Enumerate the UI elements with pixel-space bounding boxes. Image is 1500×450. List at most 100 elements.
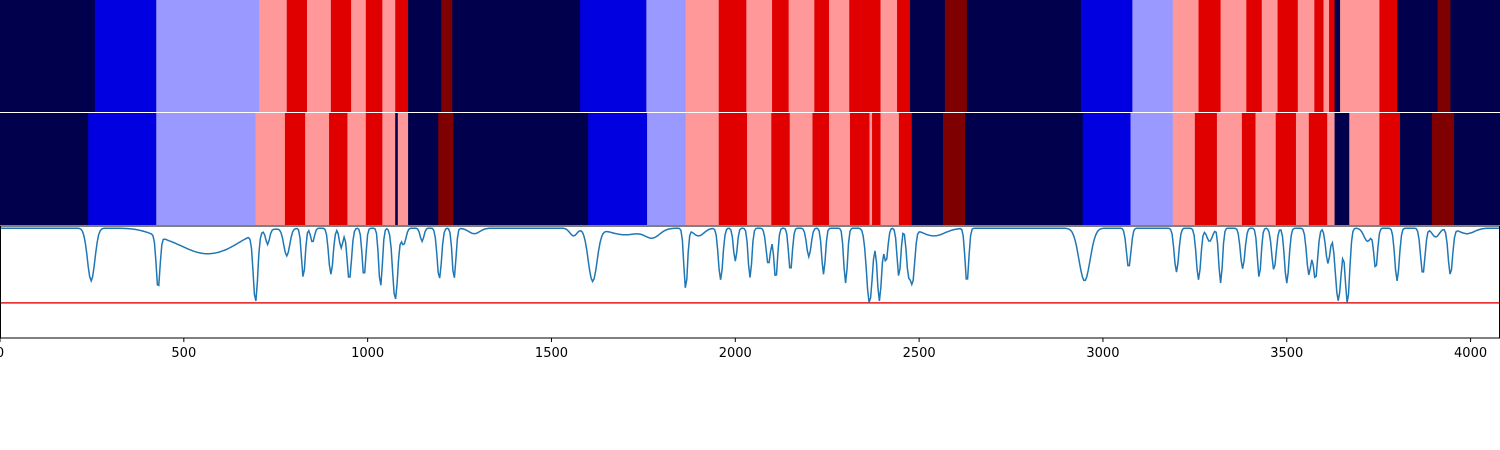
heatmap-cell bbox=[685, 0, 720, 112]
heatmap-cell bbox=[408, 113, 439, 225]
heatmap-cell bbox=[944, 0, 968, 112]
heatmap-cell bbox=[685, 113, 720, 225]
heatmap-cell bbox=[829, 0, 850, 112]
heatmap-cell bbox=[1323, 0, 1330, 112]
heatmap-cell bbox=[1246, 0, 1263, 112]
x-tick-label: 2000 bbox=[719, 346, 752, 361]
heatmap-cell bbox=[306, 0, 332, 112]
heatmap-cell bbox=[1261, 0, 1278, 112]
heatmap-cell bbox=[789, 113, 813, 225]
heatmap-cell bbox=[869, 113, 873, 225]
heatmap-tracks bbox=[0, 0, 1500, 225]
heatmap-cell bbox=[1454, 113, 1500, 225]
heatmap-cell bbox=[0, 0, 96, 112]
heatmap-cell bbox=[849, 0, 881, 112]
heatmap-cell bbox=[1172, 113, 1196, 225]
heatmap-cell bbox=[772, 0, 790, 112]
heatmap-cell bbox=[580, 0, 647, 112]
heatmap-cell bbox=[284, 113, 306, 225]
heatmap-cell bbox=[746, 0, 773, 112]
x-tick-label: 1500 bbox=[535, 346, 568, 361]
heatmap-cell bbox=[812, 113, 830, 225]
heatmap-cell bbox=[453, 113, 589, 225]
heatmap-cell bbox=[1314, 0, 1324, 112]
line-panel bbox=[0, 225, 1500, 339]
heatmap-cell bbox=[1172, 0, 1199, 112]
heatmap-cell bbox=[351, 0, 367, 112]
heatmap-cell bbox=[395, 113, 399, 225]
heatmap-cell bbox=[329, 113, 348, 225]
heatmap-cell bbox=[966, 0, 1082, 112]
heatmap-cell bbox=[1379, 0, 1398, 112]
heatmap-cell bbox=[1297, 0, 1315, 112]
series-line bbox=[0, 227, 1500, 303]
heatmap-cell bbox=[897, 0, 911, 112]
heatmap-cell bbox=[156, 113, 256, 225]
x-tick-label: 4000 bbox=[1454, 346, 1487, 361]
heatmap-cell bbox=[382, 113, 396, 225]
heatmap-cell bbox=[965, 113, 1084, 225]
heatmap-cell bbox=[1255, 113, 1277, 225]
heatmap-cell bbox=[347, 113, 367, 225]
heatmap-cell bbox=[850, 113, 870, 225]
heatmap-cell bbox=[788, 0, 815, 112]
heatmap-cell bbox=[452, 0, 581, 112]
heatmap-cell bbox=[1308, 113, 1328, 225]
heatmap-cell bbox=[88, 113, 157, 225]
heatmap-cell bbox=[156, 0, 260, 112]
heatmap-cell bbox=[898, 113, 913, 225]
heatmap-cell bbox=[911, 113, 944, 225]
heatmap-cell bbox=[1349, 113, 1380, 225]
heatmap-cell bbox=[718, 0, 747, 112]
heatmap-cell bbox=[771, 113, 791, 225]
heatmap-cell bbox=[647, 113, 687, 225]
heatmap-cell bbox=[255, 113, 286, 225]
x-tick-label: 3500 bbox=[1270, 346, 1303, 361]
heatmap-cell bbox=[1080, 0, 1133, 112]
x-tick-label: 500 bbox=[171, 346, 196, 361]
heatmap-cell bbox=[909, 0, 946, 112]
heatmap-cell bbox=[1400, 113, 1433, 225]
heatmap-track bbox=[0, 0, 1500, 112]
heatmap-cell bbox=[588, 113, 648, 225]
heatmap-cell bbox=[1194, 113, 1218, 225]
heatmap-cell bbox=[1431, 113, 1455, 225]
heatmap-cell bbox=[1132, 0, 1174, 112]
heatmap-cell bbox=[1379, 113, 1401, 225]
heatmap-cell bbox=[1334, 113, 1350, 225]
heatmap-cell bbox=[1275, 113, 1297, 225]
heatmap-cell bbox=[365, 113, 383, 225]
x-tick-label: 1000 bbox=[351, 346, 384, 361]
heatmap-cell bbox=[259, 0, 288, 112]
heatmap-track bbox=[0, 113, 1500, 225]
heatmap-cell bbox=[1397, 0, 1438, 112]
heatmap-cell bbox=[1437, 0, 1451, 112]
heatmap-cell bbox=[286, 0, 308, 112]
heatmap-cell bbox=[1198, 0, 1221, 112]
x-axis: 0 500 1000 1500 2000 2500 3000 3500 4000 bbox=[0, 338, 1487, 361]
heatmap-cell bbox=[880, 113, 900, 225]
heatmap-cell bbox=[0, 113, 89, 225]
heatmap-cell bbox=[441, 0, 453, 112]
heatmap-cell bbox=[829, 113, 851, 225]
heatmap-cell bbox=[365, 0, 383, 112]
heatmap-cell bbox=[94, 0, 157, 112]
heatmap-cell bbox=[814, 0, 830, 112]
heatmap-cell bbox=[1130, 113, 1174, 225]
plot-background bbox=[0, 226, 1500, 338]
heatmap-cell bbox=[1220, 0, 1247, 112]
heatmap-cell bbox=[646, 0, 687, 112]
heatmap-cell bbox=[1277, 0, 1299, 112]
heatmap-cell bbox=[1450, 0, 1500, 112]
heatmap-cell bbox=[880, 0, 898, 112]
heatmap-cell bbox=[305, 113, 330, 225]
x-tick-label: 2500 bbox=[903, 346, 936, 361]
heatmap-cell bbox=[1334, 0, 1341, 112]
heatmap-cell bbox=[1340, 0, 1348, 112]
heatmap-cell bbox=[943, 113, 966, 225]
heatmap-cell bbox=[1241, 113, 1256, 225]
heatmap-cell bbox=[1347, 0, 1380, 112]
x-tick-label: 3000 bbox=[1086, 346, 1119, 361]
heatmap-cell bbox=[382, 0, 396, 112]
heatmap-cell bbox=[408, 0, 442, 112]
